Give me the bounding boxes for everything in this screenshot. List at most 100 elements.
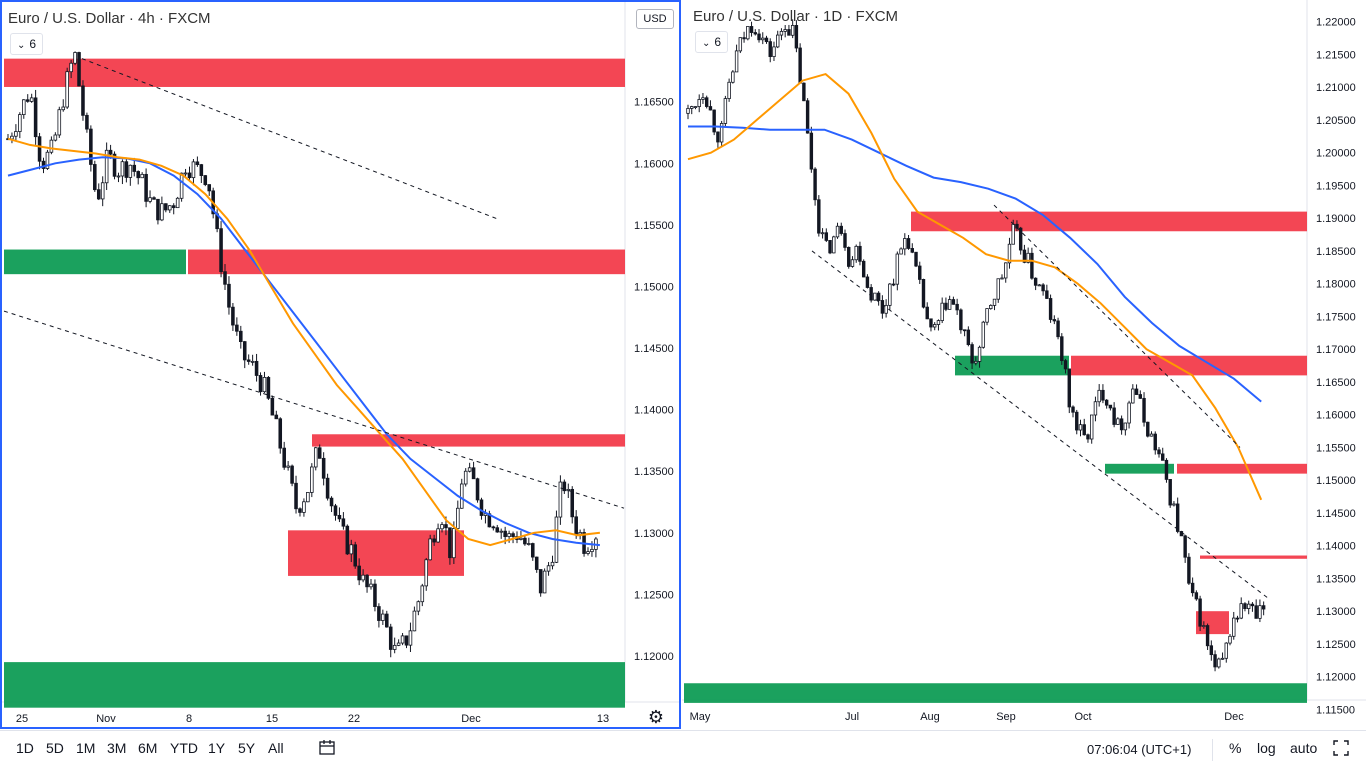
candle-body: [471, 467, 476, 480]
candle-body: [448, 527, 452, 559]
fullscreen-icon[interactable]: [1332, 739, 1350, 760]
candle-body: [921, 279, 926, 308]
candle-body: [262, 377, 267, 393]
candle-body: [381, 613, 385, 621]
candle-body: [749, 26, 754, 33]
left-indicator-badge[interactable]: ⌄ 6: [10, 33, 44, 55]
range-button-6m[interactable]: 6M: [138, 740, 158, 756]
candle-body: [906, 238, 911, 249]
candle-body: [199, 164, 204, 176]
right-chart-pane[interactable]: 1.22000 1.21500 1.21000 1.20500 1.20000 1.195…: [682, 0, 1366, 729]
percent-scale-button[interactable]: %: [1229, 740, 1242, 756]
candle-body: [412, 610, 417, 632]
candle-body: [742, 37, 746, 40]
candle-body: [499, 530, 503, 533]
range-button-all[interactable]: All: [268, 740, 284, 756]
candle-body: [124, 161, 129, 178]
left-chart-svg[interactable]: 1.16500 1.16000 1.15500 1.15000 1.14500 1.140…: [2, 2, 679, 727]
bottom-toolbar: 1D 5D 1M 3M 6M YTD 1Y 5Y All 07:06:04 (UTC+1) % …: [0, 730, 1366, 769]
currency-button[interactable]: USD: [636, 9, 674, 29]
candle-body: [586, 551, 590, 554]
candle-body: [1041, 284, 1045, 292]
candle-body: [704, 97, 709, 107]
candle-body: [1224, 642, 1228, 659]
candle-body: [1187, 556, 1191, 584]
range-button-1m[interactable]: 1M: [76, 740, 96, 756]
range-button-5d[interactable]: 5D: [46, 740, 64, 756]
right-indicator-badge[interactable]: ⌄ 6: [695, 31, 729, 53]
candle-body: [1202, 625, 1206, 627]
moving-average-fast: [7, 137, 601, 547]
candle-body: [1175, 503, 1180, 532]
time-tick-label: 15: [266, 713, 278, 725]
demand-zone: [684, 683, 1307, 703]
candle-body: [1089, 414, 1094, 440]
price-tick-label: 1.12500: [1316, 639, 1356, 651]
candle-body: [757, 33, 761, 41]
candle-body: [286, 465, 290, 468]
candle-body: [310, 466, 314, 493]
trendline[interactable]: [811, 250, 1269, 599]
candle-body: [416, 601, 421, 612]
range-button-ytd[interactable]: YTD: [170, 740, 198, 756]
indicator-count: 6: [714, 35, 722, 49]
trendline[interactable]: [993, 204, 1241, 448]
candle-body: [1101, 389, 1105, 401]
candle-body: [936, 320, 941, 325]
right-chart-svg[interactable]: 1.22000 1.21500 1.21000 1.20500 1.20000 1.195…: [682, 0, 1366, 729]
range-button-1d[interactable]: 1D: [16, 740, 34, 756]
candle-body: [574, 516, 578, 535]
price-tick-label: 1.19500: [1316, 180, 1356, 192]
candle-body: [1164, 459, 1169, 480]
gear-icon[interactable]: ⚙: [647, 707, 665, 727]
time-tick-label: Oct: [1074, 711, 1091, 723]
chevron-down-icon: ⌄: [702, 38, 711, 49]
price-tick-label: 1.14500: [1316, 508, 1356, 520]
trendline[interactable]: [81, 58, 498, 220]
candle-body: [1127, 402, 1131, 424]
candle-body: [325, 477, 330, 499]
candle-body: [37, 136, 42, 162]
auto-scale-button[interactable]: auto: [1290, 740, 1318, 756]
candle-body: [69, 62, 73, 73]
candle-body: [1250, 603, 1255, 607]
candle-body: [1104, 399, 1109, 406]
time-tick-label: Jul: [845, 711, 859, 723]
candle-body: [132, 164, 137, 172]
candle-body: [1030, 252, 1034, 279]
range-button-5y[interactable]: 5Y: [238, 740, 256, 756]
candle-body: [18, 114, 22, 132]
candle-body: [440, 524, 444, 530]
calendar-goto-icon[interactable]: [318, 739, 336, 760]
range-button-1y[interactable]: 1Y: [208, 740, 226, 756]
candle-body: [932, 324, 937, 328]
price-tick-label: 1.12000: [634, 651, 674, 663]
candle-body: [686, 108, 690, 114]
range-button-3m[interactable]: 3M: [107, 740, 127, 756]
candle-body: [693, 106, 698, 108]
left-chart-pane[interactable]: 1.16500 1.16000 1.15500 1.15000 1.14500 1.140…: [0, 0, 681, 729]
clock-readout[interactable]: 07:06:04 (UTC+1): [1087, 742, 1192, 757]
candle-body: [562, 481, 567, 492]
candle-body: [1138, 394, 1143, 399]
candle-body: [783, 29, 787, 32]
log-scale-button[interactable]: log: [1257, 740, 1276, 756]
candle-body: [970, 344, 974, 364]
price-tick-label: 1.13000: [634, 528, 674, 540]
candle-body: [195, 161, 200, 166]
candle-body: [112, 153, 117, 177]
candle-body: [1258, 605, 1262, 619]
candle-body: [231, 306, 235, 326]
candle-body: [53, 134, 58, 141]
candle-body: [1134, 388, 1139, 395]
time-tick-label: Dec: [1224, 711, 1244, 723]
candle-body: [787, 29, 791, 36]
supply-zone: [1177, 463, 1307, 474]
candle-body: [507, 533, 511, 537]
candle-body: [910, 248, 914, 253]
moving-average-fast: [687, 72, 1263, 501]
candle-body: [349, 544, 354, 555]
candle-body: [239, 330, 243, 343]
price-tick-label: 1.13000: [1316, 606, 1356, 618]
candle-body: [1075, 411, 1079, 431]
